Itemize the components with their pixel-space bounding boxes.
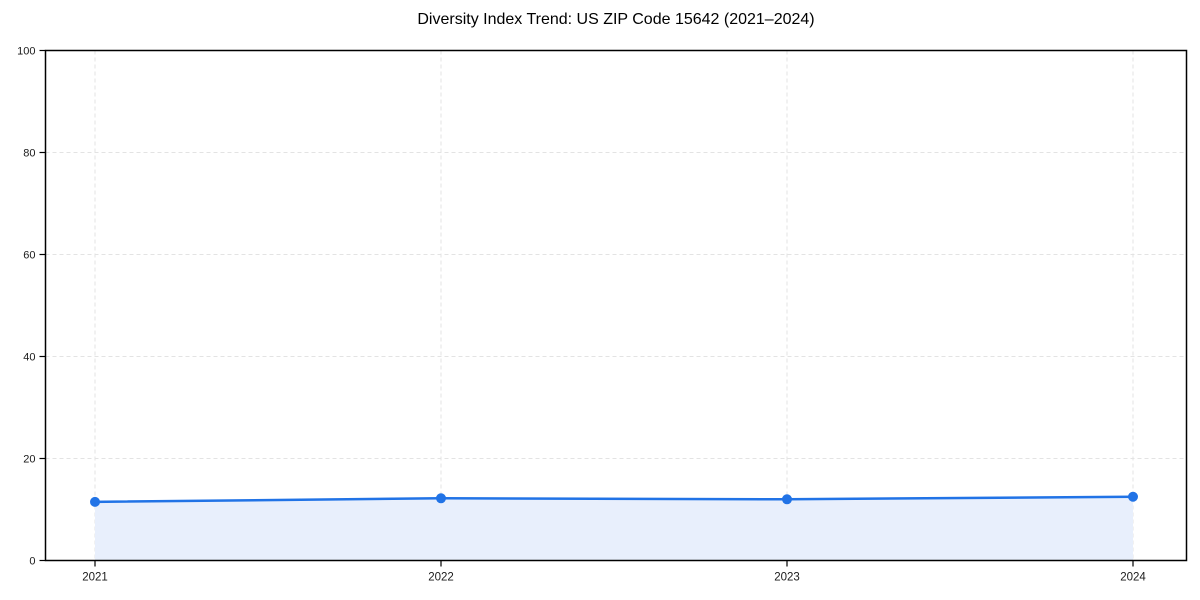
x-tick-label: 2021 <box>82 572 108 584</box>
data-point-2022 <box>436 493 446 504</box>
y-tick-label: 80 <box>23 147 35 159</box>
plot-border <box>44 49 1188 562</box>
y-tick-label: 60 <box>23 249 35 261</box>
y-tick-label: 100 <box>17 45 35 57</box>
trend-line <box>93 495 1135 504</box>
x-tick-label: 2024 <box>1120 572 1146 584</box>
area-fill <box>95 496 1133 561</box>
y-tick-label: 0 <box>29 555 35 567</box>
x-tick-label: 2022 <box>428 572 454 584</box>
data-point-2024 <box>1128 491 1138 502</box>
chart-title: Diversity Index Trend: US ZIP Code 15642… <box>417 11 815 28</box>
y-tick-label: 20 <box>23 453 35 465</box>
y-tick-label: 40 <box>23 351 35 363</box>
data-point-2021 <box>90 496 100 507</box>
data-point-2023 <box>782 494 792 505</box>
x-tick-label: 2023 <box>774 572 800 584</box>
